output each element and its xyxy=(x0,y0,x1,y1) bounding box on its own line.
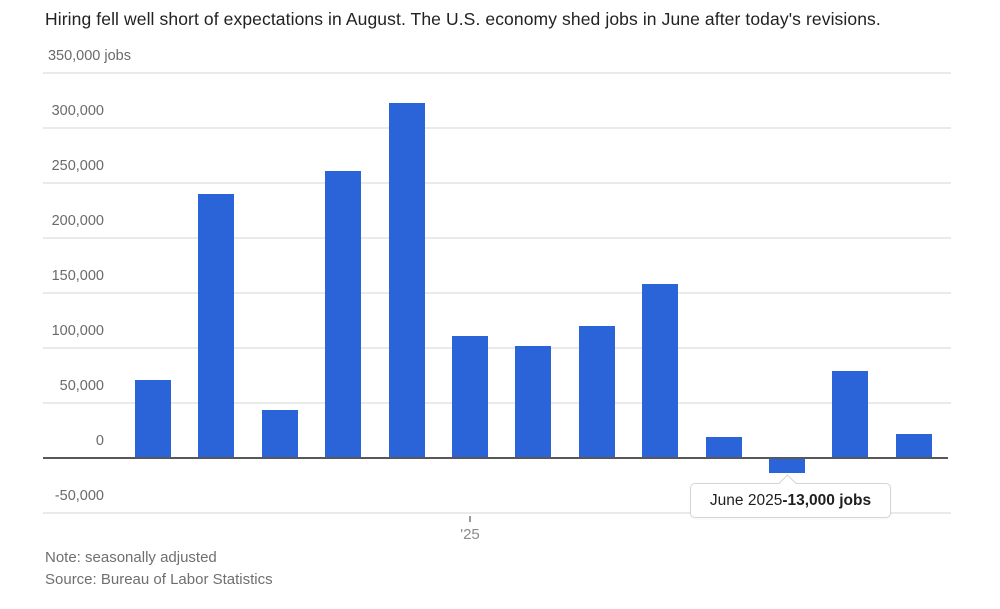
gridline--50000 xyxy=(43,512,951,514)
note-text: Note: seasonally adjusted xyxy=(45,549,217,566)
source-text: Source: Bureau of Labor Statistics xyxy=(45,571,273,588)
y-axis-tick-label: 250,000 xyxy=(51,158,104,174)
gridline-300000 xyxy=(43,127,951,129)
bar-nov-2024[interactable] xyxy=(325,170,362,458)
gridline-100000 xyxy=(43,347,951,349)
y-axis-tick-label: 150,000 xyxy=(51,268,104,284)
annotation-tooltip: June 2025 -13,000 jobs xyxy=(690,474,891,518)
gridline-150000 xyxy=(43,292,951,294)
y-axis-tick-label: 200,000 xyxy=(51,213,104,229)
bar-may-2025[interactable] xyxy=(705,437,742,458)
bar-jun-2025[interactable] xyxy=(769,459,805,474)
bar-jul-2025[interactable] xyxy=(832,371,869,458)
y-axis-tick-label: 0 xyxy=(95,433,104,449)
bar-mar-2025[interactable] xyxy=(578,326,615,458)
bar-feb-2025[interactable] xyxy=(515,345,552,458)
y-axis-tick-label: 350,000 jobs xyxy=(47,48,131,64)
bar-apr-2025[interactable] xyxy=(642,284,679,458)
bar-oct-2024[interactable] xyxy=(261,409,298,458)
gridline-250000 xyxy=(43,182,951,184)
y-axis-tick-label: 100,000 xyxy=(51,323,104,339)
bar-aug-2024[interactable] xyxy=(135,379,171,458)
bar-jan-2025[interactable] xyxy=(452,335,488,458)
y-axis-tick-label: 50,000 xyxy=(59,378,104,394)
chart-title: Hiring fell well short of expectations i… xyxy=(45,9,881,29)
y-axis-tick-label: -50,000 xyxy=(54,488,104,504)
bar-dec-2024[interactable] xyxy=(388,102,425,458)
tooltip-category-label: June 2025 xyxy=(709,491,783,509)
gridline-50000 xyxy=(43,402,951,404)
bar-sep-2024[interactable] xyxy=(198,194,235,458)
y-axis-unit-label: jobs xyxy=(100,48,131,64)
bar-aug-2025[interactable] xyxy=(895,433,932,458)
gridline-200000 xyxy=(43,237,951,239)
y-axis-tick-label: 300,000 xyxy=(51,103,104,119)
tooltip-value-label: -13,000 jobs xyxy=(782,491,872,509)
x-axis-tick-label: '25 xyxy=(460,526,480,543)
zero-baseline xyxy=(43,457,948,459)
x-axis-tick-mark xyxy=(469,516,471,522)
gridline-350000 xyxy=(43,72,951,74)
